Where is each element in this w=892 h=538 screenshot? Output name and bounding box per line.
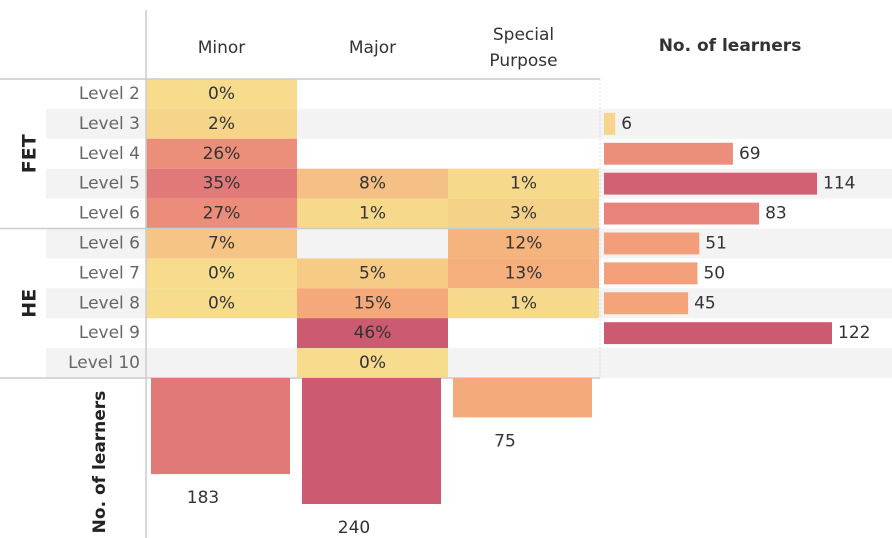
cell-label: 5% [359,263,386,283]
row-total-label: 45 [694,293,716,313]
cell-label: 0% [208,263,235,283]
cell-label: 0% [208,293,235,313]
row-total-label: 51 [705,233,727,253]
heat-cell [146,258,297,289]
cell-label: 1% [510,293,537,313]
row-total-bar [604,292,689,315]
row-label: Level 2 [79,84,140,104]
cell-label: 46% [354,323,392,343]
heat-cell [297,258,448,289]
row-label: Level 3 [79,114,140,134]
row-label: Level 9 [79,323,140,343]
heat-cell [146,288,297,319]
row-label: Level 6 [79,233,140,253]
heat-cell [448,258,599,289]
column-total-bar [151,378,290,475]
heat-cell [146,79,297,109]
cell-label: 35% [203,174,241,194]
heat-cell [297,168,448,199]
row-total-label: 6 [621,114,632,134]
row-total-bar [604,262,698,285]
heat-cell [448,168,599,199]
cell-label: 3% [510,204,537,224]
heat-cell [448,198,599,229]
heat-cell [297,288,448,319]
cell-label: 1% [359,204,386,224]
row-total-bar [604,172,818,195]
cell-label: 15% [354,293,392,313]
column-total-label: 183 [187,488,219,508]
column-total-label: 240 [338,518,370,538]
row-label: Level 4 [79,144,140,164]
heat-cell [297,348,448,378]
cell-label: 0% [208,84,235,104]
row-total-label: 69 [739,144,761,164]
column-total-title: No. of learners [90,391,110,534]
row-total-label: 83 [765,204,787,224]
cell-label: 0% [359,353,386,373]
heat-cell [146,168,297,199]
cell-label: 12% [505,233,543,253]
group-label: FET [19,134,41,173]
row-total-bar [604,142,733,165]
row-total-bar [604,322,832,345]
column-header: Special Purpose [489,25,558,71]
row-label: Level 10 [68,353,140,373]
row-total-bar [604,232,700,255]
heat-cell [297,318,448,349]
cell-label: 8% [359,174,386,194]
heat-cell [448,228,599,259]
row-total-bar [604,112,616,135]
row-label: Level 7 [79,263,140,283]
column-total-bar [302,378,441,504]
group-label: HE [19,289,41,318]
heat-cell [448,288,599,319]
row-total-label: 50 [703,263,725,283]
row-label: Level 6 [79,204,140,224]
row-total-label: 122 [838,323,870,343]
cell-label: 2% [208,114,235,134]
row-label: Level 8 [79,293,140,313]
row-band [46,348,892,378]
column-total-label: 75 [494,431,516,451]
heat-cell [146,138,297,169]
row-total-title: No. of learners [658,36,802,56]
heat-cell [297,198,448,229]
column-total-bar [453,378,592,418]
row-label: Level 5 [79,174,140,194]
row-total-label: 114 [823,174,855,194]
cell-label: 27% [203,204,241,224]
cell-label: 26% [203,144,241,164]
cell-label: 7% [208,233,235,253]
row-total-bar [604,202,760,225]
column-header: Major [348,38,397,58]
cell-label: 13% [505,263,543,283]
column-header: Minor [197,38,246,58]
heat-cell [146,228,297,259]
cell-label: 1% [510,174,537,194]
heat-cell [146,108,297,139]
heat-cell [146,198,297,229]
